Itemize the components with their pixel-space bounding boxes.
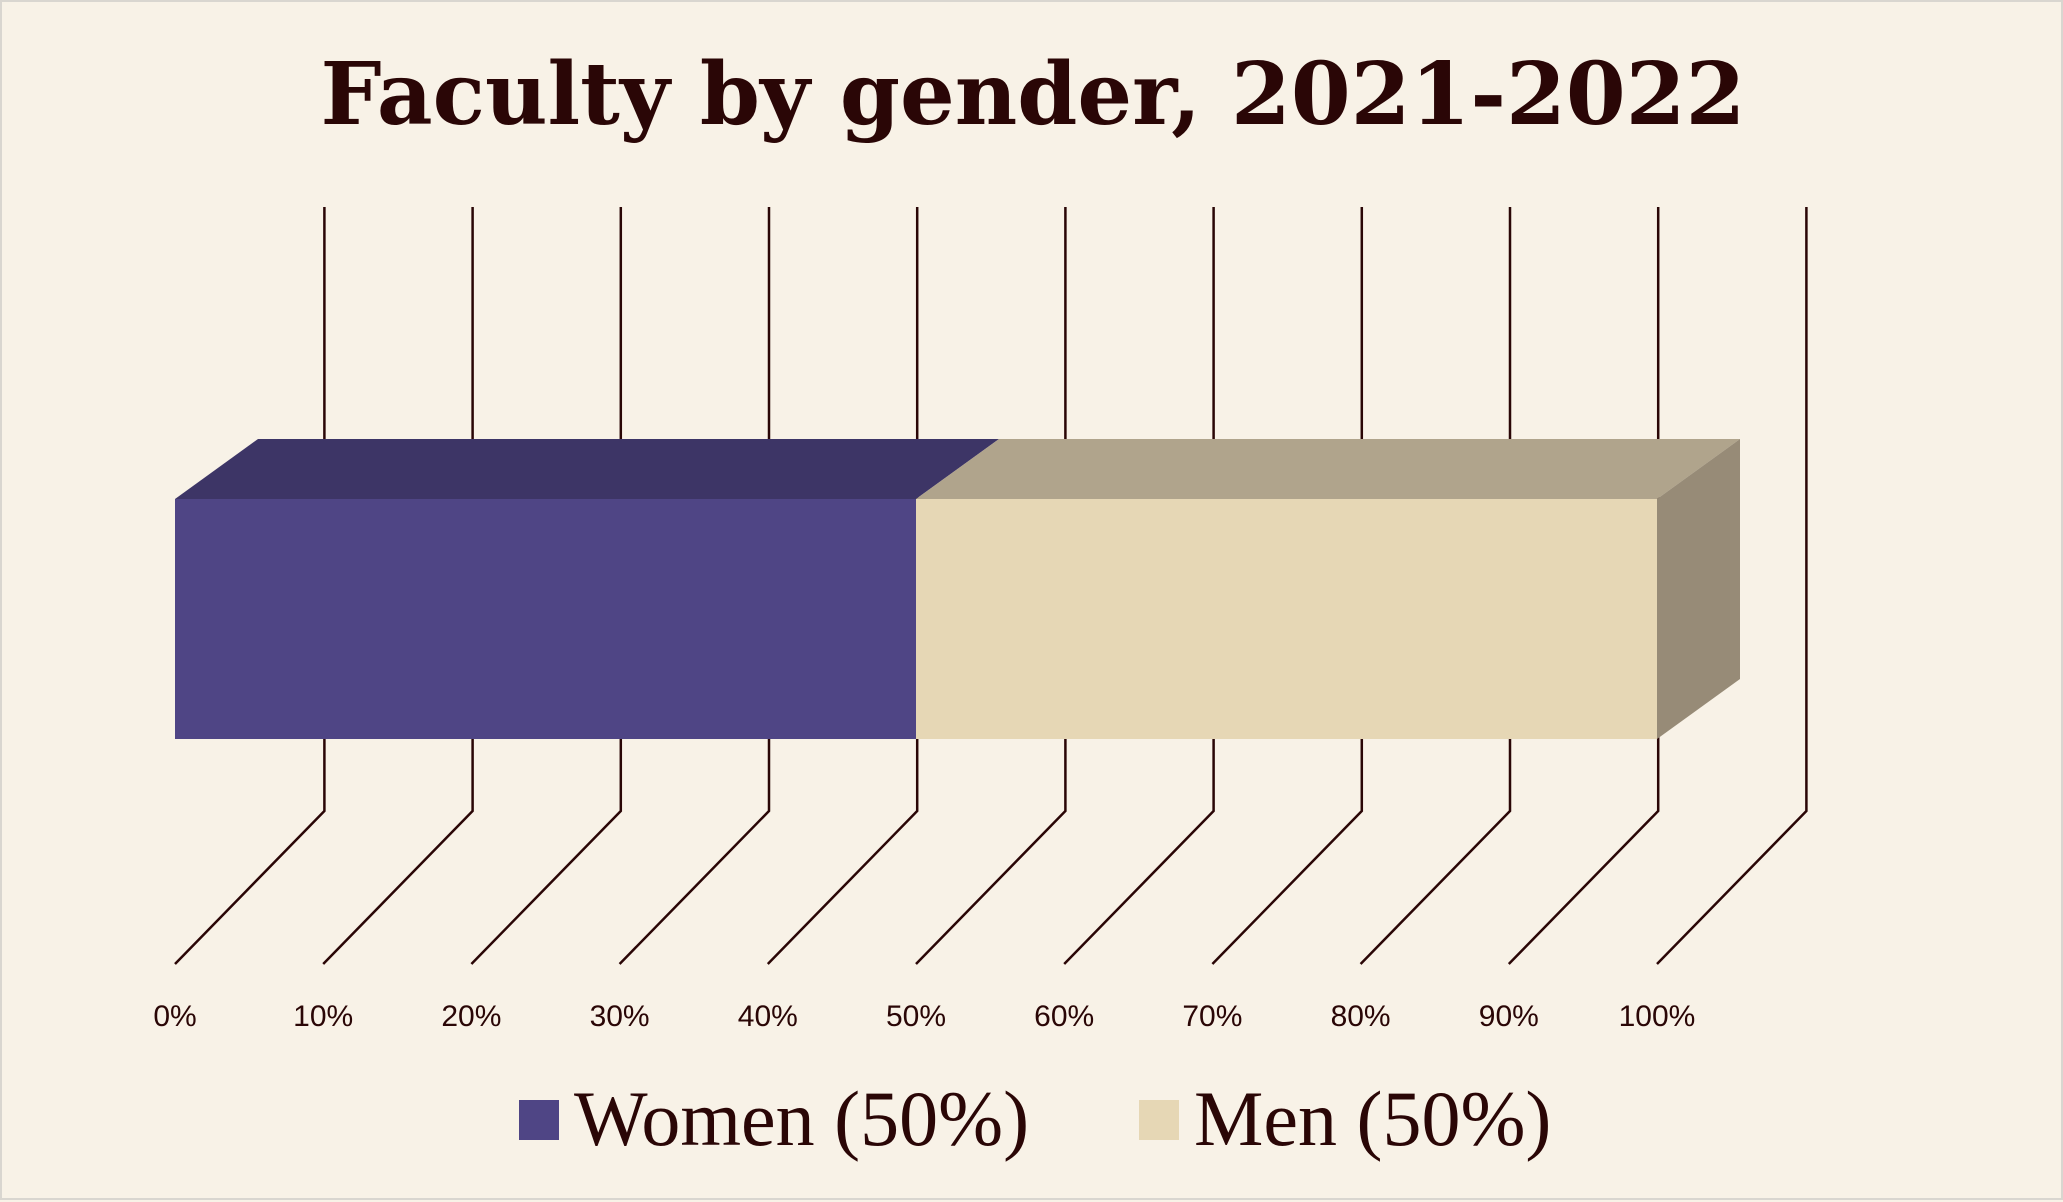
x-tick-label: 90% <box>1479 1000 1539 1033</box>
gridline <box>1211 207 1364 965</box>
gridline <box>1063 207 1215 965</box>
bars <box>175 439 1740 739</box>
x-tick-label: 100% <box>1619 1000 1696 1033</box>
gridline <box>915 207 1067 965</box>
bar-top-women <box>175 439 999 499</box>
bar-top-men <box>916 439 1740 499</box>
bar-side-face <box>1657 439 1740 739</box>
gridline <box>766 207 919 965</box>
bar-segment-women <box>175 499 916 739</box>
x-tick-label: 10% <box>293 1000 353 1033</box>
gridline <box>1507 207 1660 965</box>
legend-label-women: Women (50%) <box>574 1075 1029 1162</box>
x-tick-label: 0% <box>153 1000 196 1033</box>
chart-title: Faculty by gender, 2021-2022 <box>321 44 1746 145</box>
gridline <box>174 207 326 965</box>
gridline <box>618 207 771 965</box>
bar-segment-men <box>916 499 1657 739</box>
legend: Women (50%) Men (50%) <box>519 1075 1551 1162</box>
gridline <box>470 207 623 965</box>
x-tick-label: 60% <box>1034 1000 1094 1033</box>
x-tick-label: 30% <box>590 1000 650 1033</box>
x-tick-label: 50% <box>886 1000 946 1033</box>
legend-swatch-women <box>519 1100 559 1140</box>
x-tick-label: 80% <box>1331 1000 1391 1033</box>
x-tick-label: 40% <box>738 1000 798 1033</box>
gridline <box>322 207 474 965</box>
gridlines <box>174 207 1808 965</box>
gridline <box>1656 207 1808 965</box>
x-tick-label: 20% <box>441 1000 501 1033</box>
x-tick-label: 70% <box>1182 1000 1242 1033</box>
legend-label-men: Men (50%) <box>1194 1075 1551 1162</box>
x-axis-tick-labels: 0% 10% 20% 30% 40% 50% 60% 70% 80% 90% 100% <box>153 1000 1695 1033</box>
legend-swatch-men <box>1139 1100 1179 1140</box>
gridline <box>1359 207 1512 965</box>
